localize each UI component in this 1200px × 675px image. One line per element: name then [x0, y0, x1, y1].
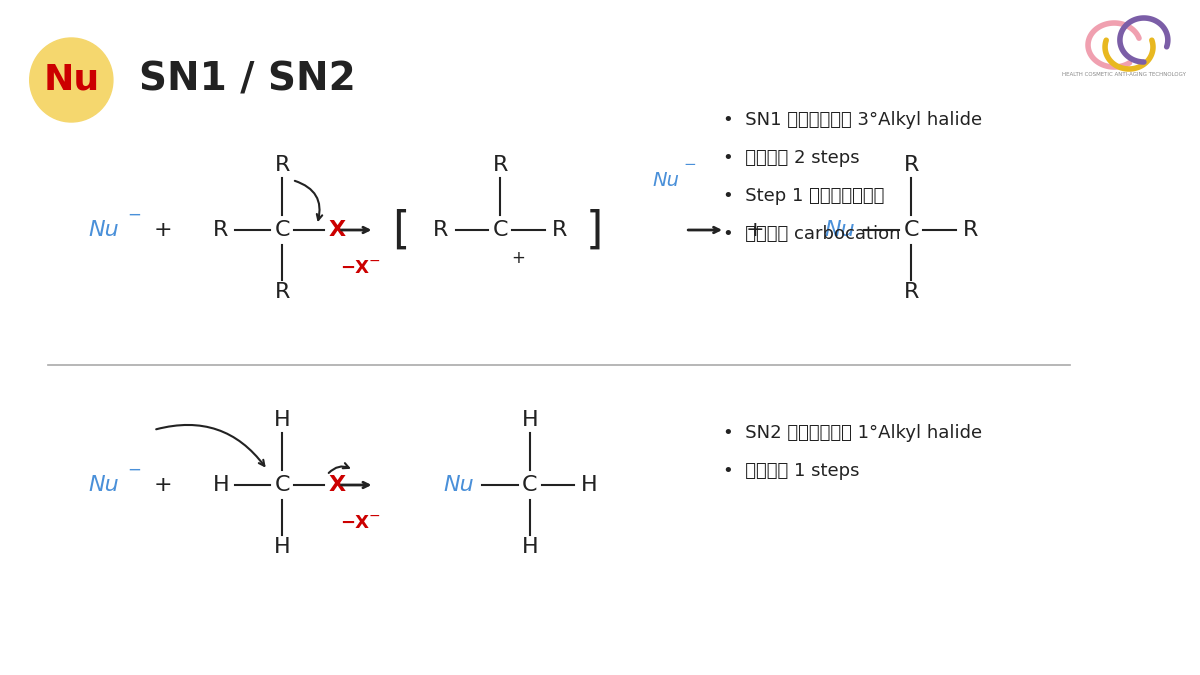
Text: Nu: Nu — [89, 220, 119, 240]
Text: H: H — [581, 475, 598, 495]
Text: •  เกิด 1 steps: • เกิด 1 steps — [722, 462, 859, 480]
Text: C: C — [275, 475, 290, 495]
Text: X: X — [328, 475, 346, 495]
Text: −: − — [127, 461, 140, 479]
Text: +: + — [154, 475, 173, 495]
Text: Nu: Nu — [824, 220, 856, 240]
Text: H: H — [212, 475, 229, 495]
Text: SN1 / SN2: SN1 / SN2 — [139, 61, 355, 99]
Text: Nu: Nu — [652, 171, 679, 190]
Text: +: + — [154, 220, 173, 240]
Text: •  เกิด carbocation: • เกิด carbocation — [722, 225, 900, 243]
Text: R: R — [492, 155, 508, 175]
Text: −X: −X — [340, 259, 370, 277]
Text: +: + — [745, 220, 764, 240]
Text: −: − — [127, 206, 140, 224]
Text: H: H — [522, 410, 538, 430]
Text: C: C — [275, 220, 290, 240]
Text: +: + — [511, 249, 524, 267]
Text: X: X — [328, 220, 346, 240]
Text: •  SN1 แทนที่ 3°Alkyl halide: • SN1 แทนที่ 3°Alkyl halide — [722, 111, 982, 129]
Text: −: − — [683, 157, 696, 173]
Text: R: R — [552, 220, 568, 240]
Text: R: R — [275, 282, 290, 302]
Text: −X: −X — [340, 514, 370, 532]
Text: [: [ — [392, 209, 409, 252]
Text: C: C — [492, 220, 508, 240]
Text: R: R — [275, 155, 290, 175]
Text: C: C — [522, 475, 538, 495]
Text: H: H — [522, 537, 538, 557]
Text: •  Step 1 เกิดช้า: • Step 1 เกิดช้า — [722, 187, 884, 205]
Text: •  เกิด 2 steps: • เกิด 2 steps — [722, 149, 859, 167]
Text: •  SN2 แทนที่ 1°Alkyl halide: • SN2 แทนที่ 1°Alkyl halide — [722, 424, 982, 442]
Text: Nu: Nu — [89, 475, 119, 495]
Text: ]: ] — [586, 209, 602, 252]
Text: Nu: Nu — [443, 475, 474, 495]
Text: H: H — [274, 537, 290, 557]
Text: Nu: Nu — [43, 63, 100, 97]
Text: R: R — [904, 155, 919, 175]
Circle shape — [30, 38, 113, 122]
Text: −: − — [368, 509, 380, 523]
Text: R: R — [904, 282, 919, 302]
Text: HEALTH COSMETIC ANTI-AGING TECHNOLOGY: HEALTH COSMETIC ANTI-AGING TECHNOLOGY — [1062, 72, 1186, 78]
Text: C: C — [904, 220, 919, 240]
Text: R: R — [962, 220, 978, 240]
Text: H: H — [274, 410, 290, 430]
Text: R: R — [214, 220, 228, 240]
Text: −: − — [368, 254, 380, 268]
Text: R: R — [433, 220, 449, 240]
